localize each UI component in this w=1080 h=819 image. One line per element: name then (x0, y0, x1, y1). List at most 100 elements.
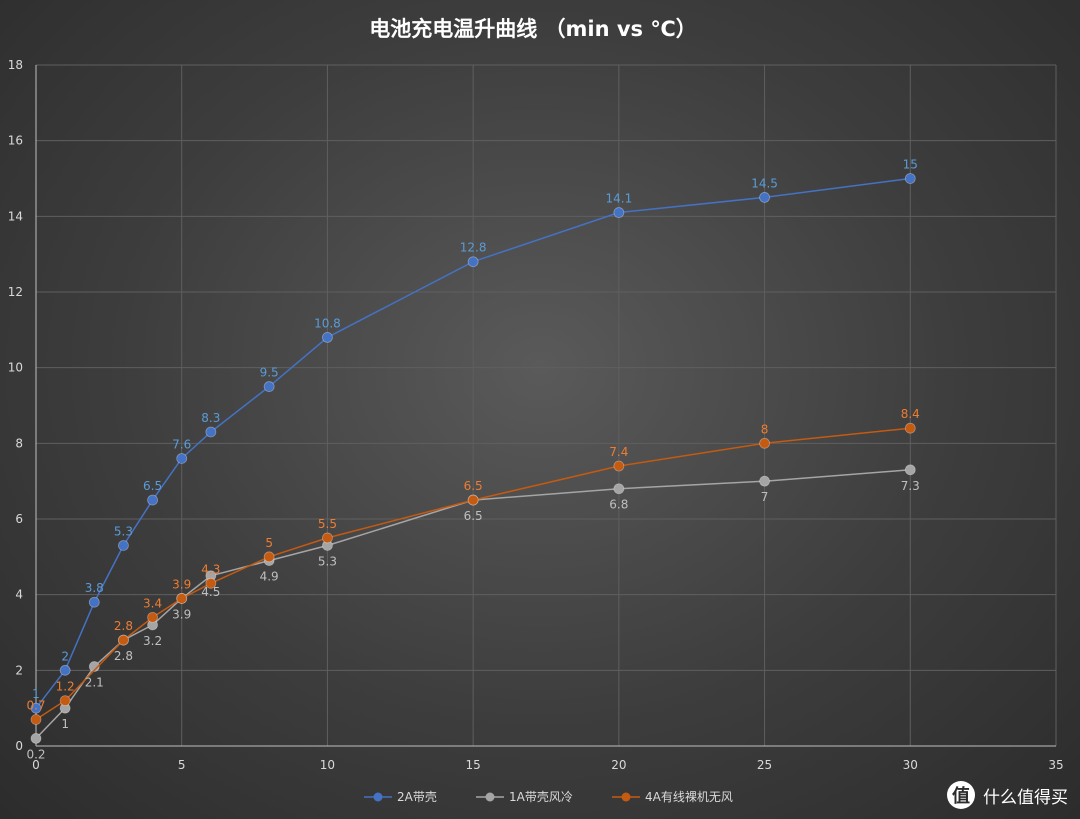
data-label: 12.8 (460, 241, 487, 255)
data-label: 10.8 (314, 316, 341, 330)
y-tick-label: 4 (15, 588, 23, 602)
data-label: 1 (32, 687, 40, 701)
grid-lines (36, 64, 1057, 746)
series-layer (30, 173, 916, 744)
data-point (88, 596, 100, 608)
legend-marker (621, 792, 631, 802)
legend: 2A带壳 1A带壳风冷 4A有线裸机无风 (364, 789, 733, 804)
y-tick-label: 6 (15, 512, 23, 526)
data-label: 2.8 (114, 649, 133, 663)
data-point (118, 634, 129, 646)
series-3 (30, 422, 916, 725)
data-label: 8.4 (901, 407, 920, 421)
data-label: 7.4 (609, 445, 628, 459)
data-label: 3.2 (143, 634, 162, 648)
data-point (176, 453, 188, 464)
data-label: 1 (61, 717, 69, 731)
data-label: 4.9 (260, 570, 279, 584)
y-tick-label: 2 (15, 663, 23, 677)
x-tick-label: 0 (32, 758, 40, 772)
y-tick-label: 0 (15, 739, 23, 753)
data-point (613, 483, 625, 495)
data-label: 5 (265, 536, 273, 550)
data-point (263, 551, 275, 563)
data-point (904, 464, 916, 476)
x-tick-label: 25 (757, 758, 772, 772)
legend-item-1: 2A带壳 (364, 790, 437, 804)
data-label: 5.3 (318, 554, 337, 568)
series-line (35, 427, 911, 721)
data-label: 6.5 (143, 479, 162, 493)
data-point (322, 532, 333, 544)
data-label: 15 (903, 158, 918, 172)
data-point (613, 207, 625, 218)
legend-item-3: 4A有线裸机无风 (612, 789, 733, 804)
data-label: 3.9 (172, 607, 191, 621)
data-label: 7 (761, 490, 769, 504)
data-point (759, 437, 770, 449)
data-label: 0.7 (26, 699, 45, 713)
watermark: 值 什么值得买 (947, 781, 1068, 809)
data-label: 1.2 (56, 680, 75, 694)
data-point (613, 460, 625, 472)
data-label: 4.5 (201, 585, 220, 599)
data-point (118, 540, 129, 551)
data-point (467, 494, 479, 506)
data-label: 6.8 (609, 498, 628, 512)
data-point (176, 593, 188, 604)
data-label: 2.1 (85, 676, 104, 690)
data-point (30, 702, 42, 714)
data-labels: 123.85.36.57.68.39.510.812.814.114.5150.… (26, 158, 919, 762)
data-label: 8 (761, 422, 769, 436)
data-label: 9.5 (260, 366, 279, 380)
data-point (904, 422, 916, 434)
y-tick-label: 14 (8, 209, 23, 223)
data-point (205, 577, 217, 589)
data-label: 14.1 (605, 192, 632, 206)
y-tick-label: 8 (15, 436, 23, 450)
x-tick-label: 10 (320, 758, 335, 772)
data-point (467, 256, 479, 268)
legend-label: 4A有线裸机无风 (645, 789, 733, 804)
data-label: 7.6 (172, 437, 191, 451)
data-label: 3.9 (172, 577, 191, 591)
data-point (147, 494, 158, 506)
data-point (205, 426, 217, 438)
watermark-text: 什么值得买 (983, 787, 1068, 808)
data-point (147, 611, 158, 623)
series-1 (30, 173, 916, 714)
y-tick-label: 10 (8, 361, 23, 375)
data-point (759, 192, 770, 203)
data-label: 7.3 (901, 479, 920, 493)
y-tick-label: 18 (8, 58, 23, 72)
data-point (759, 475, 770, 487)
chart-title: 电池充电温升曲线 （min vs ℃） (369, 17, 697, 41)
data-point (30, 733, 42, 744)
data-point (59, 695, 71, 706)
y-tick-label: 16 (8, 134, 23, 148)
data-label: 5.3 (114, 524, 133, 538)
data-label: 3.8 (85, 581, 104, 595)
data-label: 14.5 (751, 176, 778, 190)
data-label: 3.4 (143, 596, 162, 610)
legend-marker (485, 792, 495, 802)
x-tick-label: 15 (466, 758, 481, 772)
watermark-logo-icon: 值 (947, 781, 975, 809)
data-label: 0.2 (26, 747, 45, 761)
data-label: 2.8 (114, 619, 133, 633)
data-point (30, 714, 42, 725)
legend-item-2: 1A带壳风冷 (476, 790, 573, 804)
x-tick-label: 30 (903, 758, 918, 772)
data-point (263, 381, 275, 392)
data-point (904, 173, 916, 184)
legend-marker (373, 792, 383, 802)
data-label: 2 (61, 649, 69, 663)
data-label: 6.5 (464, 509, 483, 523)
data-label: 4.3 (201, 562, 220, 576)
legend-label: 2A带壳 (397, 790, 437, 804)
data-label: 8.3 (201, 411, 220, 425)
x-tick-label: 35 (1048, 758, 1063, 772)
data-point (59, 664, 71, 676)
legend-label: 1A带壳风冷 (509, 790, 573, 804)
